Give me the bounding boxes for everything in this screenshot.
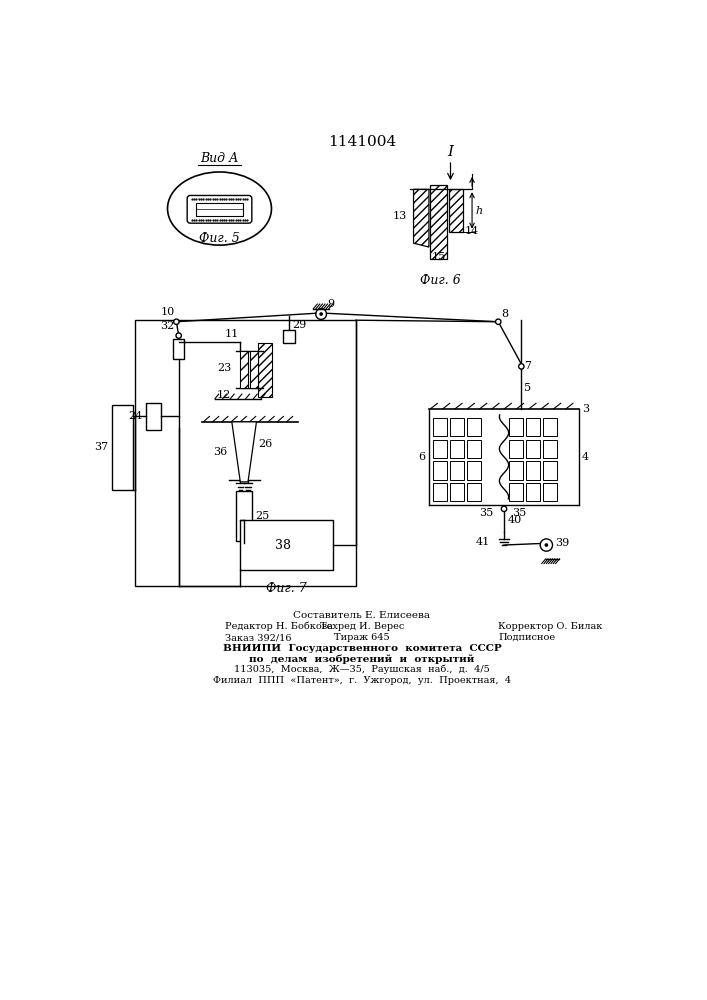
Text: 12: 12	[217, 389, 231, 399]
Bar	[258, 343, 272, 397]
Bar	[449, 189, 463, 232]
Text: 24: 24	[128, 411, 143, 421]
Text: 35: 35	[479, 508, 493, 518]
Text: 41: 41	[476, 537, 490, 547]
Text: 26: 26	[258, 439, 272, 449]
Bar	[173, 339, 184, 359]
Bar	[509, 418, 523, 436]
Bar	[467, 418, 481, 436]
Text: Заказ 392/16: Заказ 392/16	[225, 633, 291, 642]
Polygon shape	[232, 422, 257, 482]
Bar	[509, 440, 523, 458]
Bar	[433, 418, 447, 436]
Bar	[526, 440, 540, 458]
Bar	[283, 330, 295, 343]
Text: 40: 40	[508, 515, 522, 525]
Text: 4: 4	[582, 452, 590, 462]
Text: 5: 5	[525, 383, 532, 393]
Text: 25: 25	[255, 511, 269, 521]
Text: Техред И. Верес: Техред И. Верес	[320, 622, 404, 631]
Bar	[431, 185, 448, 259]
Text: Составитель Е. Елисеева: Составитель Е. Елисеева	[293, 611, 431, 620]
Text: 37: 37	[95, 442, 109, 452]
Bar	[467, 440, 481, 458]
Bar	[135, 320, 356, 586]
Bar	[250, 351, 258, 388]
FancyBboxPatch shape	[187, 195, 252, 223]
Bar	[258, 343, 272, 397]
Text: 39: 39	[556, 538, 570, 548]
Circle shape	[501, 506, 507, 512]
Text: 3: 3	[582, 404, 590, 414]
Text: 6: 6	[418, 452, 425, 462]
Circle shape	[174, 319, 179, 324]
Text: 29: 29	[293, 320, 307, 330]
Text: I: I	[448, 144, 453, 158]
Text: 36: 36	[213, 447, 227, 457]
Text: Фиг. 6: Фиг. 6	[420, 274, 461, 287]
Bar	[526, 483, 540, 501]
Text: 11: 11	[225, 329, 239, 339]
Bar	[240, 351, 248, 388]
Text: Фиг. 7: Фиг. 7	[266, 582, 307, 595]
Text: Тираж 645: Тираж 645	[334, 633, 390, 642]
Bar	[146, 403, 161, 430]
Bar	[526, 461, 540, 480]
Text: 14: 14	[464, 226, 479, 235]
Bar	[240, 520, 333, 570]
Bar	[250, 351, 258, 388]
Bar	[526, 418, 540, 436]
Text: 1141004: 1141004	[328, 135, 396, 149]
Text: 113035,  Москва,  Ж—35,  Раушская  наб.,  д.  4/5: 113035, Москва, Ж—35, Раушская наб., д. …	[234, 665, 490, 674]
Text: 10: 10	[160, 307, 175, 317]
Polygon shape	[414, 189, 429, 247]
Bar	[543, 440, 557, 458]
Bar	[197, 203, 243, 216]
Text: Филиал  ППП  «Патент»,  г.  Ужгород,  ул.  Проектная,  4: Филиал ППП «Патент», г. Ужгород, ул. Про…	[213, 676, 511, 685]
Text: 35: 35	[512, 508, 526, 518]
Text: 32: 32	[160, 321, 175, 331]
Text: 15: 15	[432, 252, 446, 262]
Text: Корректор О. Билак: Корректор О. Билак	[498, 622, 602, 631]
Bar	[450, 440, 464, 458]
Bar	[112, 405, 133, 490]
Bar	[450, 461, 464, 480]
Circle shape	[176, 333, 182, 338]
Bar	[543, 418, 557, 436]
Text: 13: 13	[393, 211, 407, 221]
Text: 8: 8	[501, 309, 508, 319]
Text: Вид А: Вид А	[200, 152, 239, 165]
Text: h: h	[475, 206, 482, 216]
Bar	[467, 461, 481, 480]
Bar	[450, 483, 464, 501]
Bar	[431, 185, 448, 259]
Bar	[236, 491, 252, 541]
Bar	[509, 483, 523, 501]
Bar	[543, 461, 557, 480]
Circle shape	[545, 544, 547, 546]
Bar	[240, 351, 248, 388]
Text: ВНИИПИ  Государственного  комитета  СССР: ВНИИПИ Государственного комитета СССР	[223, 644, 501, 653]
Circle shape	[496, 319, 501, 324]
Text: 23: 23	[217, 363, 231, 373]
Text: по  делам  изобретений  и  открытий: по делам изобретений и открытий	[250, 654, 474, 664]
Text: Фиг. 5: Фиг. 5	[199, 232, 240, 245]
Bar	[543, 483, 557, 501]
Circle shape	[320, 313, 322, 315]
Bar	[509, 461, 523, 480]
Bar	[433, 461, 447, 480]
Text: Подписное: Подписное	[498, 633, 556, 642]
Circle shape	[519, 364, 524, 369]
Bar	[467, 483, 481, 501]
Bar	[449, 189, 463, 232]
Text: 9: 9	[327, 299, 334, 309]
Text: Редактор Н. Бобкова: Редактор Н. Бобкова	[225, 622, 333, 631]
Text: 7: 7	[525, 361, 532, 371]
Bar	[450, 418, 464, 436]
Text: 38: 38	[274, 539, 291, 552]
Bar	[433, 440, 447, 458]
Bar	[433, 483, 447, 501]
